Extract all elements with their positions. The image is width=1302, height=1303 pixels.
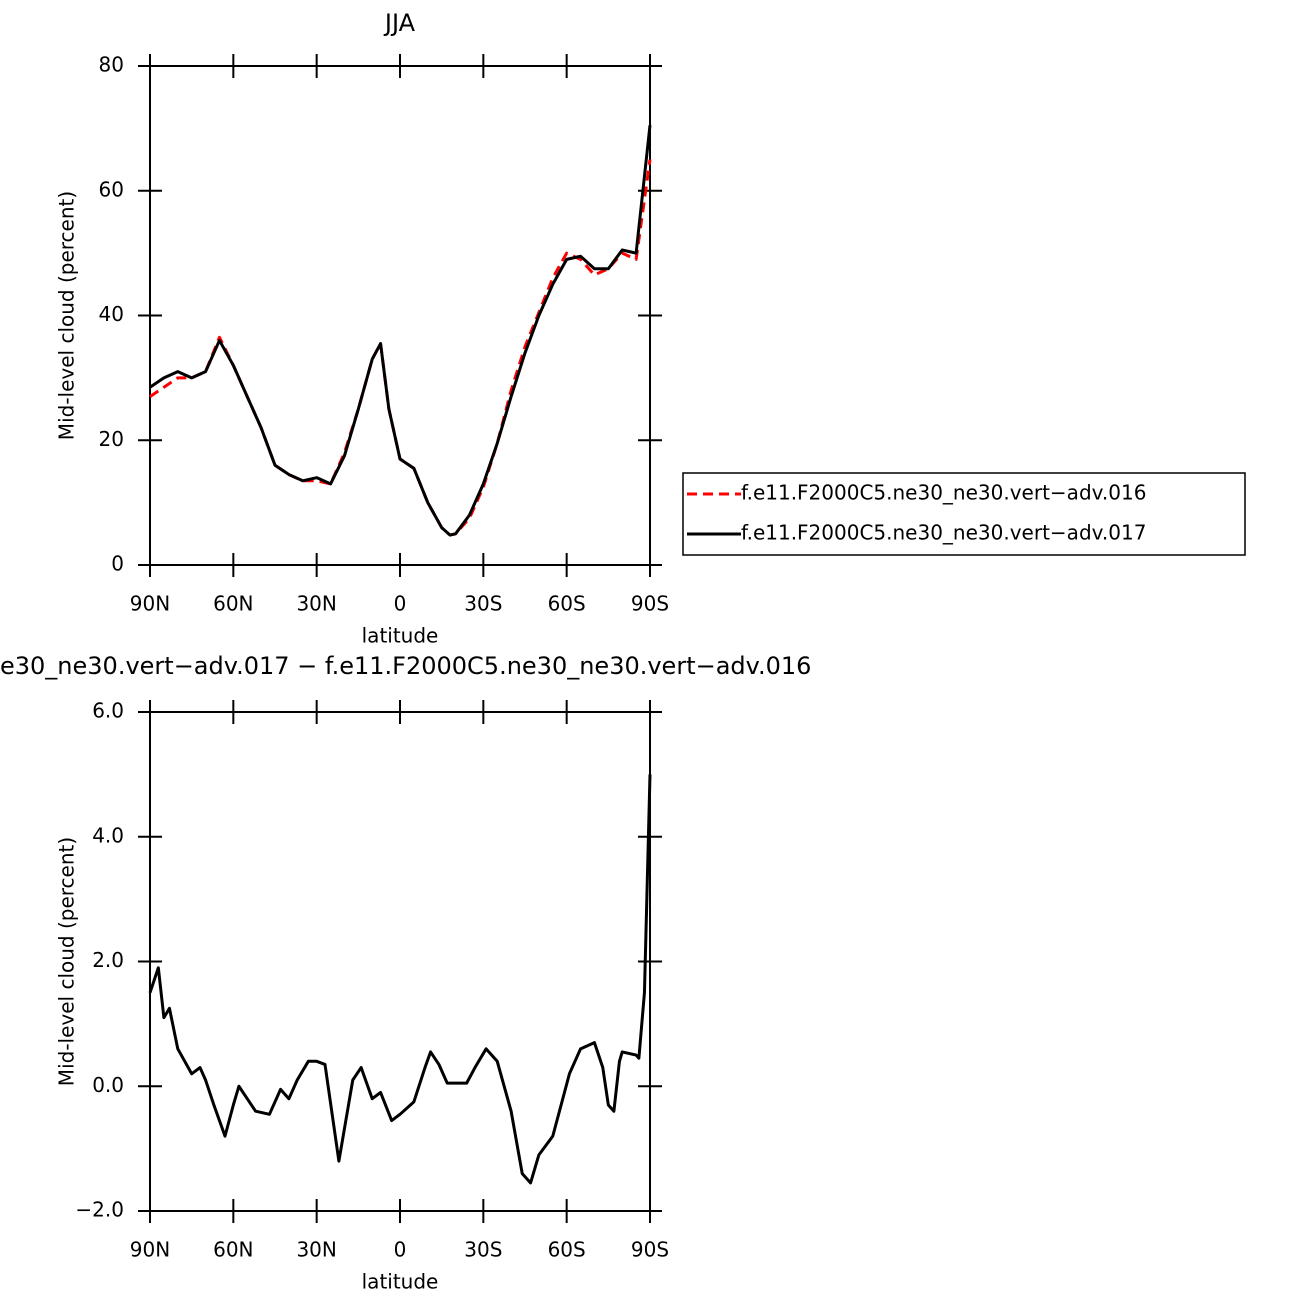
legend-label: f.e11.F2000C5.ne30_ne30.vert−adv.016	[741, 481, 1146, 505]
x-tick-label: 60S	[548, 592, 586, 616]
chart-title: e30_ne30.vert−adv.017 − f.e11.F2000C5.ne…	[0, 652, 811, 680]
y-tick-label: 80	[99, 53, 124, 77]
x-tick-label: 90N	[130, 1238, 170, 1262]
x-tick-label: 60S	[548, 1238, 586, 1262]
y-axis-label: Mid-level cloud (percent)	[55, 191, 79, 440]
y-tick-label: 6.0	[92, 699, 124, 723]
y-tick-label: 4.0	[92, 823, 124, 847]
legend-box	[682, 472, 1246, 556]
y-tick-label: 20	[99, 427, 124, 451]
y-tick-label: 40	[99, 302, 124, 326]
x-tick-label: 30S	[464, 592, 502, 616]
x-tick-label: 60N	[213, 592, 253, 616]
legend-label: f.e11.F2000C5.ne30_ne30.vert−adv.017	[741, 521, 1146, 545]
x-tick-label: 90S	[631, 592, 669, 616]
data-line	[148, 774, 652, 1185]
plot-frame	[149, 711, 651, 1212]
x-tick-label: 90N	[130, 592, 170, 616]
x-axis-label: latitude	[362, 624, 439, 648]
x-tick-label: 30N	[296, 592, 336, 616]
y-axis-label: Mid-level cloud (percent)	[55, 837, 79, 1086]
x-tick-label: 90S	[631, 1238, 669, 1262]
x-tick-label: 0	[394, 592, 407, 616]
y-tick-label: 0.0	[92, 1073, 124, 1097]
y-tick-label: 60	[99, 177, 124, 201]
y-tick-label: 0	[111, 552, 124, 576]
y-tick-label: −2.0	[75, 1198, 124, 1222]
plot-frame	[149, 65, 651, 566]
x-tick-label: 60N	[213, 1238, 253, 1262]
y-tick-label: 2.0	[92, 948, 124, 972]
x-tick-label: 0	[394, 1238, 407, 1262]
x-tick-label: 30S	[464, 1238, 502, 1262]
x-axis-label: latitude	[362, 1270, 439, 1294]
x-tick-label: 30N	[296, 1238, 336, 1262]
data-line	[149, 125, 652, 537]
chart-title: JJA	[383, 9, 416, 37]
data-line	[149, 159, 652, 537]
